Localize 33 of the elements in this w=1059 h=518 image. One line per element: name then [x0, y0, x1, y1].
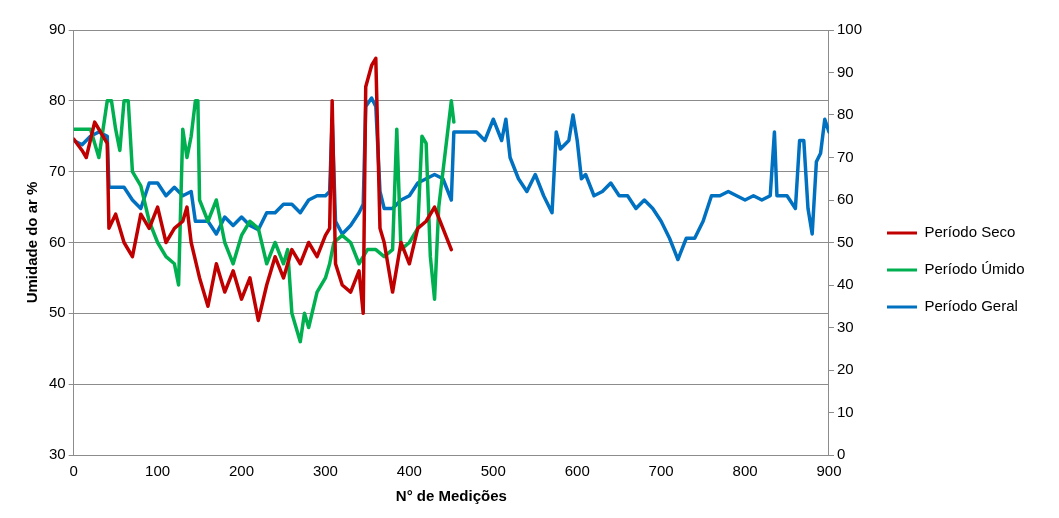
y2-tick-label: 30 — [836, 317, 854, 335]
x-axis-title: N° de Medições — [395, 487, 507, 505]
y2-tick-label: 100 — [836, 20, 862, 38]
x-tick-label: 600 — [564, 462, 590, 480]
legend-label: Período Úmido — [924, 260, 1025, 278]
x-tick-label: 100 — [145, 462, 171, 480]
y2-tick-label: 80 — [836, 105, 854, 123]
y2-tick-label: 60 — [836, 190, 854, 208]
x-tick-label: 0 — [69, 462, 78, 480]
y-tick-label: 80 — [49, 90, 66, 108]
y2-tick-label: 70 — [836, 147, 854, 165]
y-tick-label: 90 — [49, 20, 66, 38]
legend-label: Período Geral — [924, 297, 1018, 315]
y2-tick-label: 50 — [836, 232, 854, 250]
y-tick-label: 30 — [49, 445, 66, 463]
y2-tick-label: 0 — [836, 445, 846, 463]
y-tick-label: 70 — [49, 161, 66, 179]
y2-tick-label: 10 — [836, 402, 854, 420]
x-tick-label: 400 — [396, 462, 422, 480]
y-tick-label: 50 — [49, 303, 66, 321]
x-tick-label: 500 — [480, 462, 506, 480]
y2-tick-label: 20 — [836, 360, 854, 378]
legend-label: Período Seco — [924, 223, 1016, 241]
y2-tick-label: 90 — [836, 62, 854, 80]
y2-tick-label: 40 — [836, 275, 854, 293]
y-tick-label: 60 — [49, 232, 66, 250]
y-tick-label: 40 — [49, 374, 66, 392]
x-tick-label: 300 — [312, 462, 338, 480]
y-axis-title: Umidade do ar % — [23, 181, 41, 304]
x-tick-label: 900 — [816, 462, 842, 480]
x-tick-label: 700 — [648, 462, 674, 480]
x-tick-label: 200 — [229, 462, 255, 480]
x-tick-label: 800 — [732, 462, 758, 480]
